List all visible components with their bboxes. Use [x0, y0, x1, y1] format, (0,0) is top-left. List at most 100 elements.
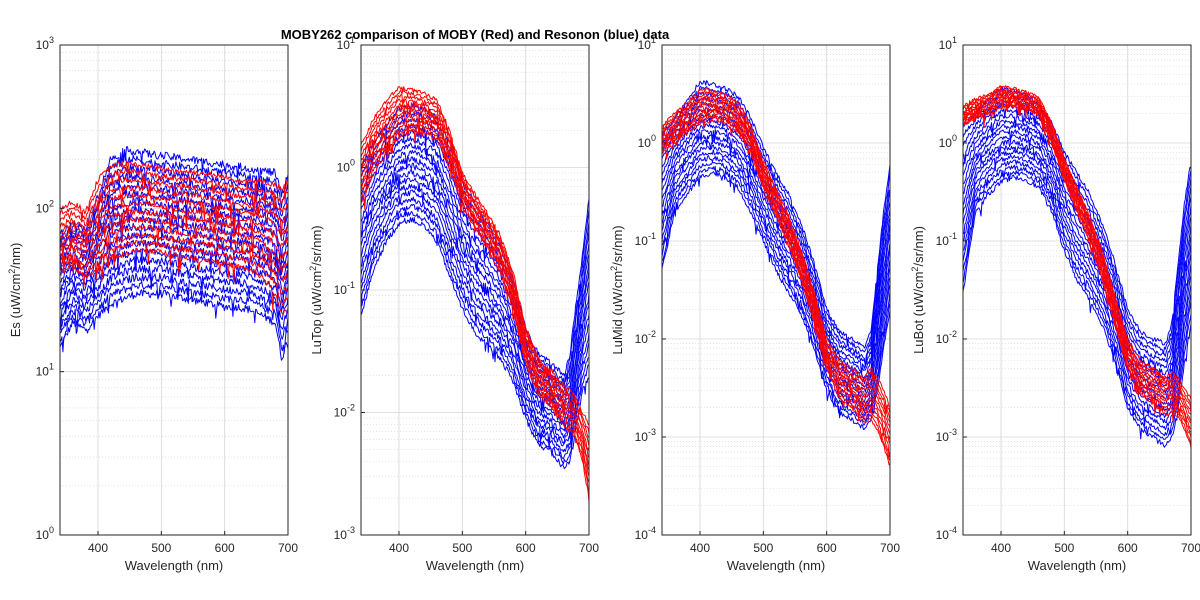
x-axis-label: Wavelength (nm)	[426, 558, 525, 573]
series-line-moby	[963, 95, 1191, 424]
x-tick-label: 400	[88, 541, 108, 555]
series-line-resonon	[963, 145, 1191, 412]
series-line-moby	[963, 97, 1191, 430]
y-tick-label: 100	[337, 158, 355, 175]
y-tick-label: 10-3	[334, 525, 355, 542]
series-line-moby	[963, 102, 1191, 443]
series-line-resonon	[60, 264, 288, 331]
series-line-moby	[60, 176, 288, 227]
x-axis-label: Wavelength (nm)	[727, 558, 826, 573]
series-line-moby	[662, 88, 890, 408]
series-line-resonon	[60, 146, 288, 248]
series-group	[963, 85, 1191, 449]
series-line-resonon	[963, 92, 1191, 355]
y-tick-label: 103	[36, 35, 54, 52]
series-line-moby	[361, 86, 589, 426]
series-line-resonon	[662, 171, 890, 430]
series-group	[60, 146, 288, 361]
series-group	[361, 86, 589, 503]
x-tick-label: 500	[753, 541, 773, 555]
x-tick-label: 600	[1118, 541, 1138, 555]
x-tick-label: 500	[452, 541, 472, 555]
y-tick-label: 10-2	[936, 329, 957, 346]
series-line-moby	[963, 99, 1191, 433]
y-tick-label: 101	[337, 35, 355, 52]
y-tick-label: 10-3	[936, 427, 957, 444]
series-line-resonon	[963, 149, 1191, 418]
series-line-moby	[963, 90, 1191, 413]
series-line-moby	[361, 94, 589, 438]
series-line-moby	[361, 102, 589, 452]
y-tick-label: 10-2	[334, 403, 355, 420]
y-tick-label: 100	[939, 133, 957, 150]
series-line-moby	[963, 85, 1191, 400]
series-line-resonon	[60, 239, 288, 315]
series-line-resonon	[60, 289, 288, 361]
x-tick-label: 700	[278, 541, 298, 555]
y-tick-label: 101	[939, 35, 957, 52]
panel-lumid: 400 500 600 700 10-4 10-3 10-2 10-1 100 101 Wavele…	[609, 35, 900, 573]
series-line-moby	[963, 104, 1191, 449]
panel-es: 400 500 600 700 100 101 102 103 Wavelength (nm) E…	[7, 35, 298, 573]
y-tick-label: 10-3	[635, 427, 656, 444]
series-line-resonon	[963, 154, 1191, 424]
x-tick-label: 400	[690, 541, 710, 555]
series-line-moby	[361, 109, 589, 467]
series-line-moby	[60, 224, 288, 283]
x-tick-label: 700	[1181, 541, 1200, 555]
series-line-resonon	[963, 159, 1191, 431]
series-line-moby	[361, 89, 589, 434]
series-line-moby	[662, 110, 890, 458]
series-line-resonon	[361, 217, 589, 470]
y-tick-label: 101	[638, 35, 656, 52]
x-tick-label: 400	[389, 541, 409, 555]
series-line-resonon	[963, 174, 1191, 448]
series-line-moby	[60, 239, 288, 306]
series-line-resonon	[662, 149, 890, 413]
y-axis-label: Es (uW/cm2/nm)	[7, 243, 23, 338]
y-tick-label: 100	[36, 525, 54, 542]
panel-lutop: 400 500 600 700 10-3 10-2 10-1 100 101 Wavelength…	[308, 35, 599, 573]
series-line-moby	[60, 232, 288, 296]
series-line-resonon	[361, 196, 589, 453]
series-line-moby	[361, 122, 589, 483]
series-line-moby	[662, 102, 890, 434]
y-tick-label: 100	[638, 133, 656, 150]
series-line-moby	[60, 201, 288, 248]
x-axis-label: Wavelength (nm)	[1028, 558, 1127, 573]
series-line-resonon	[963, 170, 1191, 440]
series-line-resonon	[662, 80, 890, 349]
y-axis-label: LuTop (uW/cm2/sr/nm)	[308, 225, 324, 354]
series-line-resonon	[963, 164, 1191, 437]
series-line-resonon	[963, 102, 1191, 363]
x-tick-label: 500	[1054, 541, 1074, 555]
y-axis-label: LuBot (uW/cm2/sr/nm)	[910, 226, 926, 354]
x-tick-label: 700	[880, 541, 900, 555]
y-tick-label: 10-2	[635, 329, 656, 346]
y-tick-label: 10-1	[936, 231, 957, 248]
y-tick-label: 101	[36, 362, 54, 379]
x-axis-label: Wavelength (nm)	[125, 558, 224, 573]
series-line-resonon	[662, 85, 890, 353]
x-tick-label: 400	[991, 541, 1011, 555]
series-line-moby	[60, 168, 288, 220]
x-tick-label: 500	[151, 541, 171, 555]
series-line-resonon	[361, 169, 589, 432]
series-line-resonon	[361, 177, 589, 439]
series-line-resonon	[361, 189, 589, 447]
series-line-resonon	[60, 255, 288, 322]
series-line-resonon	[963, 134, 1191, 402]
x-tick-label: 600	[215, 541, 235, 555]
x-tick-label: 600	[817, 541, 837, 555]
figure-title: MOBY262 comparison of MOBY (Red) and Res…	[281, 27, 670, 42]
series-line-resonon	[662, 144, 890, 407]
series-line-resonon	[662, 91, 890, 368]
series-line-resonon	[361, 210, 589, 465]
series-line-resonon	[963, 129, 1191, 394]
series-line-moby	[662, 99, 890, 428]
y-tick-label: 10-1	[635, 231, 656, 248]
axes-box	[661, 44, 891, 536]
series-line-moby	[60, 160, 288, 223]
y-axis-label: LuMid (uW/cm2/sr/nm)	[609, 225, 625, 354]
